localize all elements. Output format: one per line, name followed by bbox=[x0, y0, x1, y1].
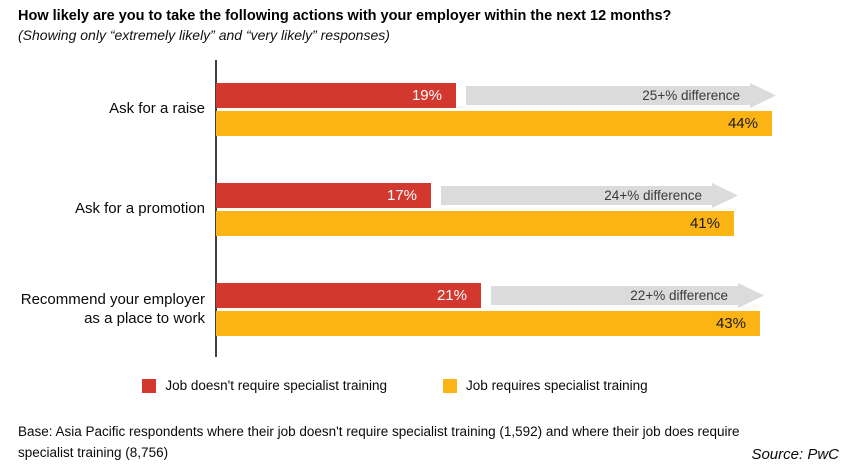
y-axis-line bbox=[215, 60, 217, 357]
difference-label: 25+% difference bbox=[642, 88, 740, 103]
bar-no-specialist-training: 17% bbox=[216, 183, 431, 208]
bar-group-ask-for-a-promotion: Ask for a promotion 17% 24+% difference … bbox=[0, 183, 844, 236]
difference-arrow: 24+% difference bbox=[441, 183, 738, 208]
legend-swatch-yellow bbox=[443, 378, 458, 393]
bar-specialist-training: 41% bbox=[216, 211, 734, 236]
chart-title: How likely are you to take the following… bbox=[18, 8, 672, 24]
legend-item-specialist-training: Job requires specialist training bbox=[443, 378, 648, 393]
bar-value-label-red: 19% bbox=[411, 87, 442, 104]
bar-value-label-yellow: 44% bbox=[727, 115, 758, 132]
bar-specialist-training: 43% bbox=[216, 311, 760, 336]
bar-group-ask-for-a-raise: Ask for a raise 19% 25+% difference 44% bbox=[0, 83, 844, 136]
bar-pair: 19% 25+% difference 44% bbox=[216, 83, 826, 136]
legend-label: Job doesn't require specialist training bbox=[165, 378, 388, 393]
category-label-recommend-employer: Recommend your employer as a place to wo… bbox=[20, 290, 205, 327]
bar-group-recommend-employer: Recommend your employer as a place to wo… bbox=[0, 283, 844, 336]
category-label-ask-for-a-raise: Ask for a raise bbox=[109, 100, 205, 118]
bar-value-label-yellow: 41% bbox=[689, 215, 720, 232]
bar-value-label-yellow: 43% bbox=[715, 315, 746, 332]
difference-arrow: 22+% difference bbox=[491, 283, 764, 308]
legend-swatch-red bbox=[142, 378, 157, 393]
bar-no-specialist-training: 19% bbox=[216, 83, 456, 108]
legend-item-no-specialist-training: Job doesn't require specialist training bbox=[142, 378, 387, 393]
bar-no-specialist-training: 21% bbox=[216, 283, 481, 308]
legend-label: Job requires specialist training bbox=[466, 378, 648, 393]
bar-pair: 21% 22+% difference 43% bbox=[216, 283, 826, 336]
bar-value-label-red: 21% bbox=[436, 287, 467, 304]
source-credit: Source: PwC bbox=[751, 446, 839, 463]
bar-value-label-red: 17% bbox=[386, 187, 417, 204]
base-note: Base: Asia Pacific respondents where the… bbox=[18, 424, 740, 460]
difference-label: 24+% difference bbox=[604, 188, 702, 203]
chart-subtitle: (Showing only “extremely likely” and “ve… bbox=[18, 27, 390, 43]
difference-arrow: 25+% difference bbox=[466, 83, 776, 108]
bar-pair: 17% 24+% difference 41% bbox=[216, 183, 826, 236]
difference-label: 22+% difference bbox=[630, 288, 728, 303]
bar-specialist-training: 44% bbox=[216, 111, 772, 136]
legend: Job doesn't require specialist training … bbox=[0, 378, 790, 393]
category-label-ask-for-a-promotion: Ask for a promotion bbox=[74, 200, 205, 218]
